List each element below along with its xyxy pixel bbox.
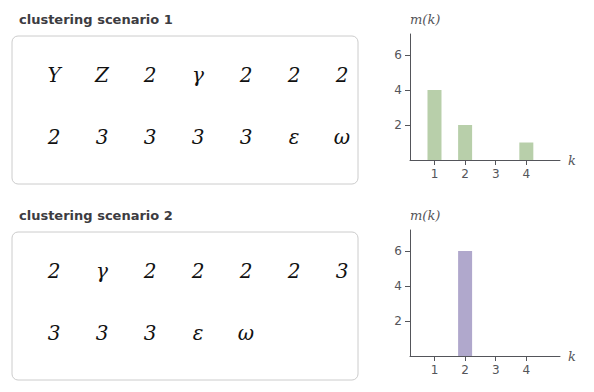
svg-text:3: 3 — [192, 125, 205, 149]
svg-text:3: 3 — [336, 259, 349, 283]
svg-text:ω: ω — [334, 125, 350, 149]
svg-text:1: 1 — [431, 167, 439, 181]
svg-text:2: 2 — [143, 259, 157, 283]
svg-text:6: 6 — [394, 48, 402, 62]
svg-text:2: 2 — [461, 363, 469, 377]
svg-text:1: 1 — [431, 363, 439, 377]
svg-text:2: 2 — [287, 259, 301, 283]
svg-text:2: 2 — [394, 314, 402, 328]
svg-text:clustering scenario 2: clustering scenario 2 — [19, 208, 173, 223]
svg-text:4: 4 — [394, 279, 402, 293]
svg-text:2: 2 — [461, 167, 469, 181]
svg-text:3: 3 — [240, 125, 253, 149]
svg-text:m(k): m(k) — [410, 208, 440, 223]
svg-text:ε: ε — [289, 125, 300, 149]
svg-text:3: 3 — [144, 125, 157, 149]
svg-text:2: 2 — [335, 63, 349, 87]
svg-text:3: 3 — [492, 363, 500, 377]
svg-text:Z: Z — [94, 63, 110, 87]
svg-text:γ: γ — [192, 63, 204, 87]
svg-text:2: 2 — [394, 118, 402, 132]
svg-text:3: 3 — [96, 321, 109, 345]
svg-text:γ: γ — [96, 259, 108, 283]
svg-text:3: 3 — [48, 321, 61, 345]
svg-text:ε: ε — [193, 321, 204, 345]
svg-text:2: 2 — [287, 63, 301, 87]
svg-text:clustering scenario 1: clustering scenario 1 — [19, 12, 173, 27]
svg-text:3: 3 — [492, 167, 500, 181]
svg-text:3: 3 — [96, 125, 109, 149]
svg-text:4: 4 — [394, 83, 402, 97]
svg-text:k: k — [568, 349, 576, 364]
svg-text:2: 2 — [239, 63, 253, 87]
svg-text:3: 3 — [144, 321, 157, 345]
svg-text:2: 2 — [47, 259, 61, 283]
svg-text:2: 2 — [47, 125, 61, 149]
svg-text:2: 2 — [239, 259, 253, 283]
svg-text:k: k — [568, 153, 576, 168]
svg-text:6: 6 — [394, 244, 402, 258]
svg-text:2: 2 — [143, 63, 157, 87]
svg-text:m(k): m(k) — [410, 12, 440, 27]
svg-text:ω: ω — [238, 321, 254, 345]
svg-text:4: 4 — [523, 363, 531, 377]
svg-text:Y: Y — [47, 63, 62, 87]
svg-text:2: 2 — [191, 259, 205, 283]
svg-text:4: 4 — [523, 167, 531, 181]
